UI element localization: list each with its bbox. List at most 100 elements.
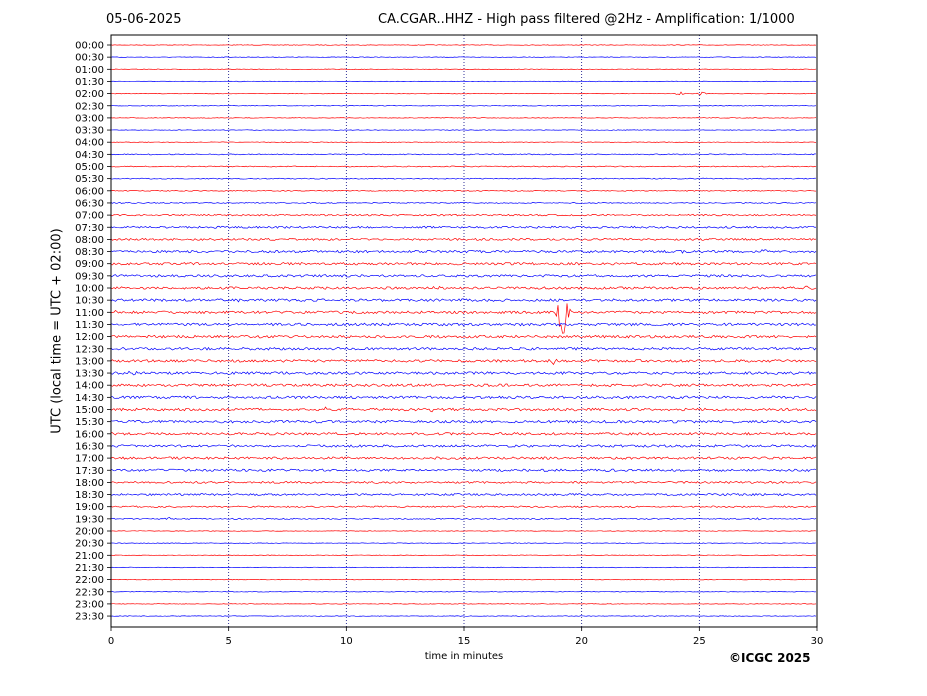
y-tick-label: 18:00	[75, 478, 104, 489]
y-tick-label: 16:30	[75, 441, 104, 452]
x-tick-label: 25	[693, 636, 706, 647]
trace-1430	[111, 396, 816, 399]
trace-1130	[111, 323, 816, 326]
trace-1300	[111, 359, 816, 364]
trace-2130	[111, 567, 816, 568]
trace-1930	[111, 517, 816, 519]
trace-0200	[111, 92, 816, 95]
trace-1630	[111, 445, 816, 447]
y-tick-label: 11:00	[75, 308, 104, 319]
trace-1230	[111, 347, 816, 350]
trace-1600	[111, 433, 816, 435]
trace-2300	[111, 604, 816, 605]
y-tick-label: 19:00	[75, 502, 104, 513]
y-tick-label: 10:00	[75, 284, 104, 295]
x-tick-label: 20	[575, 636, 588, 647]
trace-2230	[111, 591, 816, 592]
trace-1800	[111, 481, 816, 483]
y-tick-label: 14:00	[75, 381, 104, 392]
trace-1700	[111, 457, 816, 459]
x-tick-label: 5	[225, 636, 231, 647]
x-tick-label: 15	[458, 636, 471, 647]
trace-1000	[111, 286, 816, 289]
y-tick-label: 07:00	[75, 211, 104, 222]
y-tick-label: 12:00	[75, 332, 104, 343]
y-tick-label: 03:30	[75, 126, 104, 137]
trace-0830	[111, 250, 816, 254]
trace-0900	[111, 263, 816, 265]
trace-2100	[111, 555, 816, 556]
y-tick-label: 22:00	[75, 575, 104, 586]
y-tick-label: 11:30	[75, 320, 104, 331]
trace-0430	[111, 154, 816, 155]
y-tick-label: 19:30	[75, 514, 104, 525]
y-tick-label: 16:00	[75, 429, 104, 440]
x-tick-label: 10	[340, 636, 353, 647]
trace-0700	[111, 214, 816, 216]
y-tick-label: 18:30	[75, 490, 104, 501]
trace-0400	[111, 142, 816, 143]
trace-0600	[111, 190, 816, 191]
y-tick-label: 20:00	[75, 527, 104, 538]
y-tick-label: 09:30	[75, 271, 104, 282]
y-tick-label: 05:00	[75, 162, 104, 173]
y-tick-label: 06:00	[75, 186, 104, 197]
y-tick-label: 17:30	[75, 466, 104, 477]
y-tick-label: 22:30	[75, 587, 104, 598]
y-tick-label: 23:00	[75, 599, 104, 610]
y-tick-label: 17:00	[75, 454, 104, 465]
y-tick-label: 08:00	[75, 235, 104, 246]
y-tick-label: 23:30	[75, 612, 104, 623]
trace-0730	[111, 226, 816, 228]
y-tick-label: 15:00	[75, 405, 104, 416]
y-tick-label: 01:00	[75, 65, 104, 76]
y-tick-label: 00:30	[75, 53, 104, 64]
trace-0230	[111, 105, 816, 106]
y-tick-label: 09:00	[75, 259, 104, 270]
trace-1830	[111, 494, 816, 496]
x-tick-label: 30	[811, 636, 824, 647]
trace-0300	[111, 118, 816, 119]
trace-0100	[111, 69, 816, 70]
trace-2000	[111, 531, 816, 532]
y-tick-label: 06:30	[75, 198, 104, 209]
y-tick-label: 02:30	[75, 101, 104, 112]
y-tick-label: 10:30	[75, 296, 104, 307]
y-tick-label: 12:30	[75, 344, 104, 355]
x-tick-label: 0	[108, 636, 114, 647]
trace-1100	[111, 303, 816, 333]
y-tick-label: 05:30	[75, 174, 104, 185]
trace-0130	[111, 81, 816, 82]
trace-2200	[111, 579, 816, 580]
plot-frame	[111, 35, 817, 627]
trace-0500	[111, 166, 816, 167]
trace-1030	[111, 299, 816, 302]
trace-0330	[111, 130, 816, 131]
trace-2030	[111, 543, 816, 544]
trace-1900	[111, 506, 816, 508]
trace-1200	[111, 335, 816, 338]
y-tick-label: 21:30	[75, 563, 104, 574]
y-tick-label: 15:30	[75, 417, 104, 428]
y-tick-label: 13:00	[75, 356, 104, 367]
trace-0630	[111, 202, 816, 203]
y-tick-label: 21:00	[75, 551, 104, 562]
y-tick-label: 02:00	[75, 89, 104, 100]
y-tick-label: 04:00	[75, 138, 104, 149]
y-tick-label: 03:00	[75, 113, 104, 124]
y-tick-label: 01:30	[75, 77, 104, 88]
y-tick-label: 13:30	[75, 369, 104, 380]
trace-1330	[111, 371, 816, 375]
y-tick-label: 04:30	[75, 150, 104, 161]
trace-1500	[111, 407, 816, 412]
trace-2330	[111, 616, 816, 617]
y-tick-label: 07:30	[75, 223, 104, 234]
trace-1400	[111, 384, 816, 387]
y-tick-label: 08:30	[75, 247, 104, 258]
trace-1730	[111, 469, 816, 471]
y-tick-label: 20:30	[75, 539, 104, 550]
trace-0930	[111, 275, 816, 277]
trace-1530	[111, 420, 816, 423]
y-tick-label: 14:30	[75, 393, 104, 404]
